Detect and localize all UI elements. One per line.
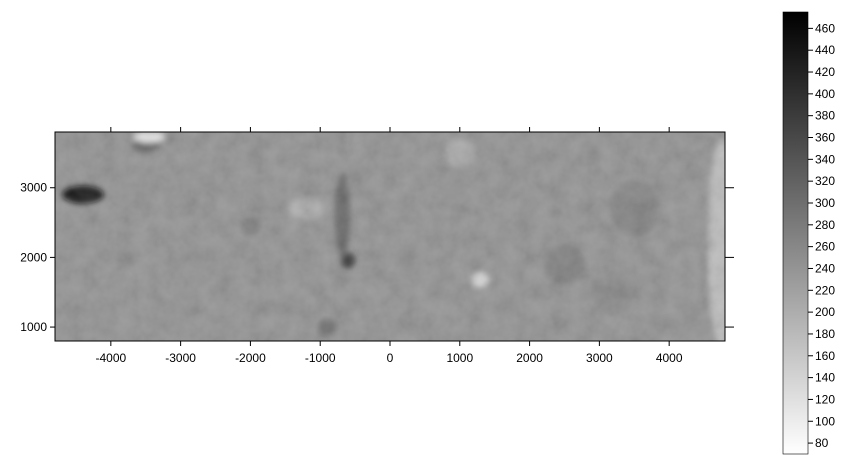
x-axis: -4000 -3000 -2000 -1000 0 1000 2000 3000 4000 (95, 127, 683, 365)
x-tick-label: 3000 (586, 351, 613, 365)
colorbar-tick-label: 220 (815, 283, 835, 297)
y-axis: 1000 2000 3000 (20, 181, 734, 334)
y-tick-label: 1000 (20, 320, 47, 334)
x-tick-label: -2000 (235, 351, 266, 365)
heatmap-field (55, 132, 725, 341)
colorbar-tick-label: 80 (815, 436, 829, 450)
colorbar-tick-label: 460 (815, 21, 835, 35)
colorbar-tick-label: 240 (815, 261, 835, 275)
heatmap-texture (55, 132, 725, 341)
colorbar-tick-label: 300 (815, 196, 835, 210)
colorbar-tick-label: 280 (815, 218, 835, 232)
colorbar-tick-label: 260 (815, 240, 835, 254)
y-tick-label: 3000 (20, 181, 47, 195)
colorbar-tick-label: 100 (815, 414, 835, 428)
colorbar-ticks: 80 100 120 140 160 180 200 220 240 260 280 300 320 34… (808, 21, 835, 450)
colorbar-gradient (782, 11, 809, 455)
colorbar-tick-label: 180 (815, 327, 835, 341)
colorbar-tick-label: 440 (815, 43, 835, 57)
colorbar-tick-label: 400 (815, 87, 835, 101)
colorbar-tick-label: 360 (815, 131, 835, 145)
colorbar-tick-label: 320 (815, 174, 835, 188)
x-tick-label: -1000 (305, 351, 336, 365)
x-tick-label: 4000 (656, 351, 683, 365)
x-tick-label: 2000 (516, 351, 543, 365)
colorbar-tick-label: 160 (815, 349, 835, 363)
y-tick-label: 2000 (20, 250, 47, 264)
colorbar-tick-label: 120 (815, 392, 835, 406)
x-tick-label: -3000 (165, 351, 196, 365)
x-tick-label: 1000 (446, 351, 473, 365)
colorbar-tick-label: 140 (815, 371, 835, 385)
colorbar-tick-label: 340 (815, 152, 835, 166)
colorbar-tick-label: 380 (815, 109, 835, 123)
x-tick-label: -4000 (95, 351, 126, 365)
colorbar-tick-label: 200 (815, 305, 835, 319)
x-tick-label: 0 (387, 351, 394, 365)
colorbar-tick-label: 420 (815, 65, 835, 79)
colorbar: 80 100 120 140 160 180 200 220 240 260 280 300 320 34… (782, 11, 835, 455)
